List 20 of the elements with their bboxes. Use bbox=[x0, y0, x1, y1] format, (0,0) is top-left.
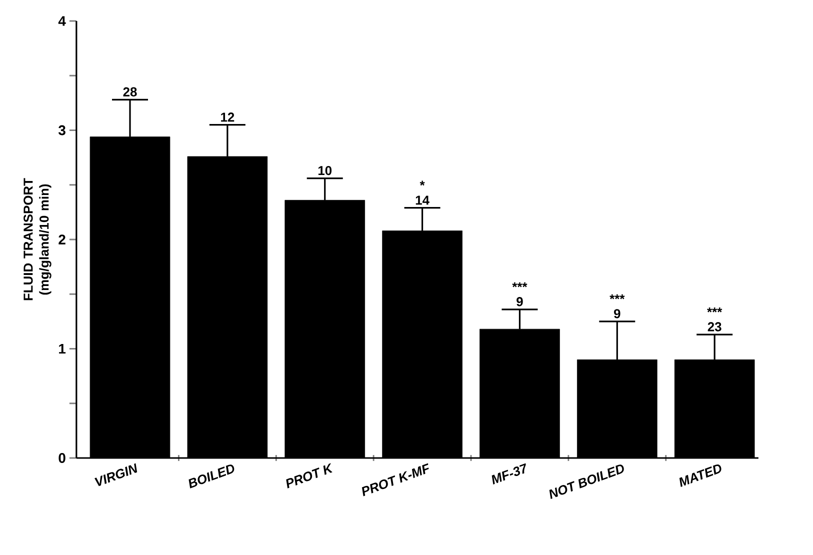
annotation: 14 bbox=[416, 196, 430, 205]
annotation: 9 bbox=[614, 309, 620, 318]
y-tick-label: 0 bbox=[58, 453, 66, 463]
x-tick-label: PROT K-MF bbox=[362, 463, 429, 496]
annotation: 28 bbox=[123, 87, 137, 96]
y-axis-title: FLUID TRANSPORT (mg/gland/10 min) bbox=[24, 178, 52, 300]
y-tick-label: 3 bbox=[58, 125, 66, 136]
y-tick-label: 4 bbox=[58, 16, 66, 26]
annotation: 12 bbox=[221, 112, 234, 122]
annotation: 10 bbox=[318, 166, 332, 176]
x-tick-label: MF-37 bbox=[492, 463, 526, 484]
annotation: *** bbox=[707, 308, 722, 312]
y-tick-label: 2 bbox=[58, 234, 66, 244]
annotation: * bbox=[420, 180, 425, 186]
annotation: 23 bbox=[708, 322, 722, 332]
annotation: *** bbox=[610, 294, 625, 300]
annotation: 9 bbox=[516, 297, 523, 306]
x-tick-label: PROT K bbox=[286, 463, 332, 488]
annotation: *** bbox=[512, 282, 528, 288]
y-tick-label: 1 bbox=[59, 344, 66, 354]
